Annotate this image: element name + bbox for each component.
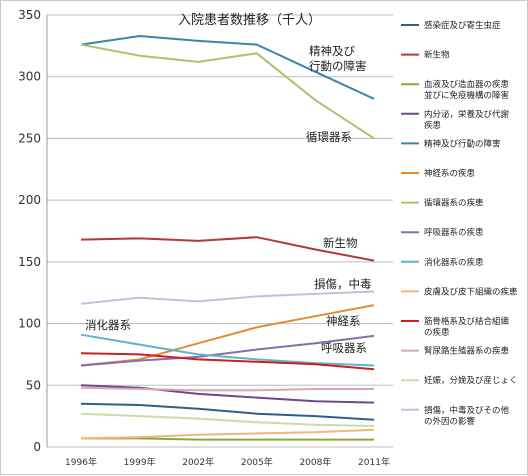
legend-label: 損傷，中毒及びその他の外因の影響: [424, 405, 510, 427]
y-tick-label: 200: [18, 193, 41, 207]
legend-label-line: 損傷，中毒及びその他: [424, 405, 510, 416]
legend-label: 妊娠，分娩及び産じょく: [424, 375, 518, 386]
annotation-mental: 精神及び行動の障害: [309, 44, 367, 73]
series-line: [80, 334, 375, 367]
legend-label: 新生物: [424, 50, 450, 61]
legend-label: 循環器系の疾患: [424, 198, 484, 209]
legend-label: 内分泌，栄養及び代謝疾患: [424, 109, 510, 131]
y-tick-label: 300: [18, 70, 41, 84]
legend-label-line: 筋骨格系及び結合組織: [424, 316, 510, 327]
series-lines: [80, 35, 375, 441]
x-tick-label: 2011年: [358, 456, 390, 468]
x-axis-ticks: 1996年 1999年 2002年 2005年 2008年 2011年: [65, 456, 390, 468]
series-line: [80, 386, 374, 392]
legend-label-line: 循環器系の疾患: [424, 198, 484, 209]
legend-label: 精神及び行動の障害: [424, 138, 501, 149]
series-line: [80, 428, 375, 440]
annotation-digestive: 消化器系: [85, 318, 131, 332]
y-tick-label: 350: [18, 8, 41, 22]
series-line: [80, 384, 375, 404]
y-tick-label: 0: [33, 440, 41, 454]
legend-label-line: 皮膚及び皮下組織の疾患: [424, 286, 518, 297]
legend-label-line: 血液及び造血器の疾患: [424, 79, 510, 90]
annotation-neoplasm: 新生物: [323, 236, 358, 250]
annotation-circulatory: 循環器系: [306, 130, 352, 144]
series-line: [80, 43, 375, 140]
legend-label-line: 消化器系の疾患: [424, 257, 484, 268]
annotation-injury: 損傷，中毒: [314, 277, 372, 291]
series-line: [80, 402, 375, 421]
grid: [46, 14, 393, 448]
legend-label: 筋骨格系及び結合組織の疾患: [424, 316, 510, 338]
series-line: [80, 290, 375, 305]
annotation-nervous: 神経系: [326, 314, 361, 328]
annotation-mental-line-2: 行動の障害: [309, 59, 367, 73]
annotation-mental-line-1: 精神及び: [309, 44, 355, 58]
legend-label: 血液及び造血器の疾患並びに免疫機構の障害: [424, 79, 510, 101]
x-tick-label: 2002年: [182, 456, 214, 468]
series-line: [80, 35, 375, 100]
legend-label-line: の外因の影響: [424, 416, 476, 427]
series-line: [81, 437, 374, 441]
x-tick-label: 1999年: [124, 456, 156, 468]
chart-title: 入院患者数推移（千人）: [178, 13, 321, 28]
y-tick-label: 50: [26, 378, 41, 392]
series-line: [80, 236, 375, 262]
y-axis-ticks: 0 50 100 150 200 250 300 350: [18, 8, 41, 454]
legend-label-line: 感染症及び寄生虫症: [424, 20, 501, 31]
legend-label-line: 疾患: [424, 120, 442, 131]
legend-label-line: 精神及び行動の障害: [424, 138, 501, 149]
x-tick-label: 2008年: [299, 456, 331, 468]
y-tick-label: 150: [18, 255, 41, 269]
legend: 感染症及び寄生虫症新生物血液及び造血器の疾患並びに免疫機構の障害内分泌，栄養及び…: [401, 20, 518, 427]
annotation-respiratory: 呼吸器系: [321, 341, 367, 355]
legend-label-line: 内分泌，栄養及び代謝: [424, 109, 510, 120]
legend-label: 皮膚及び皮下組織の疾患: [424, 286, 518, 297]
series-line: [80, 333, 375, 367]
legend-label-line: 呼吸器系の疾患: [424, 227, 484, 238]
y-tick-label: 250: [18, 131, 41, 145]
legend-label: 消化器系の疾患: [424, 257, 484, 268]
legend-label-line: 腎尿路生殖器系の疾患: [424, 346, 510, 357]
y-tick-label: 100: [18, 317, 41, 331]
legend-label-line: 妊娠，分娩及び産じょく: [424, 375, 518, 386]
legend-label: 呼吸器系の疾患: [424, 227, 484, 238]
x-tick-label: 1996年: [65, 456, 97, 468]
legend-label: 感染症及び寄生虫症: [424, 20, 501, 31]
legend-label-line: 新生物: [424, 50, 450, 61]
annotations: 精神及び行動の障害 循環器系 新生物 損傷，中毒 神経系 呼吸器系 消化器系: [85, 44, 372, 355]
legend-label-line: 並びに免疫機構の障害: [424, 90, 509, 101]
x-tick-label: 2005年: [241, 456, 273, 468]
legend-label-line: の疾患: [424, 327, 450, 338]
legend-label: 神経系の疾患: [424, 168, 476, 179]
legend-label: 腎尿路生殖器系の疾患: [424, 346, 510, 357]
series-line: [80, 352, 375, 371]
series-line: [80, 412, 375, 427]
legend-label-line: 神経系の疾患: [424, 168, 476, 179]
